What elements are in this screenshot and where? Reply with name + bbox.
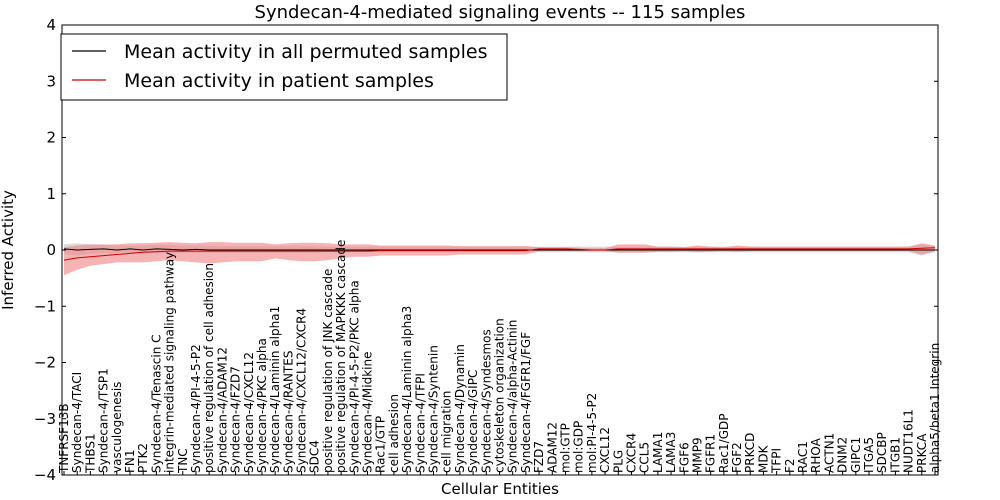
x-tick-label: positive regulation of cell adhesion xyxy=(202,263,216,473)
x-tick-label: MDK xyxy=(756,444,770,473)
x-tick-label: Syndecan-4/PI-4-5-P2/PKC alpha xyxy=(347,280,361,473)
x-tick-label: SDC4 xyxy=(308,440,322,473)
x-tick-label: Rac1/GDP xyxy=(717,414,731,473)
series-line-0 xyxy=(63,248,935,251)
x-tick-label: mol:PI-4-5-P2 xyxy=(585,393,599,473)
x-tick-label: alpha5/beta1 Integrin xyxy=(928,343,942,473)
x-tick-label: TFPI xyxy=(770,448,784,474)
x-tick-label: TNFRSF13B xyxy=(57,403,71,474)
x-tick-label: positive regulation of JNK cascade xyxy=(321,269,335,473)
x-tick-label: CCL5 xyxy=(638,442,652,473)
x-tick-label: Syndecan-4/ADAM12 xyxy=(215,347,229,473)
x-tick-label: CXCL12 xyxy=(598,427,612,473)
x-tick-label: RAC1 xyxy=(796,441,810,473)
x-tick-label: ITGA5 xyxy=(862,437,876,473)
x-tick-label: Syndecan-4/Laminin alpha1 xyxy=(268,306,282,473)
x-tick-label: Syndecan-4/TFPI xyxy=(413,373,427,473)
x-tick-label: Syndecan-4/TACI xyxy=(70,372,84,473)
x-tick-label: ACTN1 xyxy=(822,433,836,473)
x-tick-label: FGFR1 xyxy=(704,434,718,473)
x-tick-label: Syndecan-4/Midkine xyxy=(361,352,375,473)
y-tick-label: 0 xyxy=(46,241,56,259)
series-lines xyxy=(63,247,936,261)
x-tick-label: Syndecan-4/FZD7 xyxy=(229,366,243,473)
x-tick-label: NUDT16L1 xyxy=(902,409,916,473)
y-tick-label: −2 xyxy=(34,354,56,372)
legend-label-patient: Mean activity in patient samples xyxy=(124,70,434,92)
x-tick-label: PLG xyxy=(611,450,625,473)
x-tick-label: Syndecan-4/CXCL12/CXCR4 xyxy=(295,308,309,473)
y-axis: −4 −3 −2 −1 0 1 2 3 4 xyxy=(34,16,938,484)
band-1 xyxy=(64,242,935,276)
x-tick-label: LAMA3 xyxy=(664,432,678,473)
series-line-1 xyxy=(63,247,936,261)
x-tick-label: F2 xyxy=(783,458,797,473)
x-tick-label: cell migration xyxy=(440,391,454,473)
x-tick-label: FGF6 xyxy=(677,442,691,473)
x-tick-label: positive regulation of MAPKKK cascade xyxy=(334,240,348,473)
x-tick-label: cell adhesion xyxy=(387,394,401,473)
x-tick-label: mol:GTP xyxy=(559,423,573,473)
y-tick-label: 2 xyxy=(46,129,56,147)
x-axis: TNFRSF13B Syndecan-4/TACI THBS1 Syndecan-4/… xyxy=(57,240,942,475)
x-tick-label: RHOA xyxy=(809,437,823,473)
x-axis-label: Cellular Entities xyxy=(441,480,559,498)
legend-label-permuted: Mean activity in all permuted samples xyxy=(124,41,487,63)
y-tick-label: 1 xyxy=(46,185,56,203)
y-tick-label: 3 xyxy=(46,72,56,90)
x-tick-label: Syndecan-4/Dynamin xyxy=(453,344,467,473)
x-tick-label: PTK2 xyxy=(136,443,150,473)
x-tick-label: Syndecan-4/TSP1 xyxy=(97,368,111,473)
x-tick-label: DNM2 xyxy=(836,437,850,473)
x-tick-label: Syndecan-4/Syntenin xyxy=(427,345,441,473)
x-tick-label: MMP9 xyxy=(691,437,705,473)
x-tick-label: TNC xyxy=(176,448,190,474)
x-tick-label: Syndecan-4/Syndesmos xyxy=(479,329,493,473)
legend: Mean activity in all permuted samples Me… xyxy=(60,33,508,101)
x-tick-label: Syndecan-4/PKC alpha xyxy=(255,338,269,473)
y-tick-label: −1 xyxy=(34,297,56,315)
y-tick-label: 4 xyxy=(46,16,56,34)
x-tick-label: CXCR4 xyxy=(625,433,639,473)
y-tick-label: −4 xyxy=(34,466,56,484)
x-tick-label: Syndecan-4/FGFR1/FGF xyxy=(519,332,533,473)
x-tick-label: LAMA1 xyxy=(651,432,665,473)
confidence-bands xyxy=(64,242,935,276)
x-tick-label: GIPC1 xyxy=(849,437,863,473)
x-tick-label: mol:GDP xyxy=(572,421,586,473)
legend-box xyxy=(60,33,508,101)
x-tick-label: THBS1 xyxy=(83,433,97,474)
x-tick-label: FZD7 xyxy=(532,441,546,473)
x-tick-label: Syndecan-4/alpha-Actinin xyxy=(506,320,520,473)
x-tick-label: Rac1/GTP xyxy=(374,416,388,473)
x-tick-label: Syndecan-4/GIPC xyxy=(466,370,480,473)
x-tick-label: FN1 xyxy=(123,449,137,473)
x-tick-label: ITGB1 xyxy=(888,437,902,473)
x-tick-label: Syndecan-4/Laminin alpha3 xyxy=(400,306,414,473)
x-tick-label: PRKCA xyxy=(915,433,929,473)
chart-title: Syndecan-4-mediated signaling events -- … xyxy=(255,2,746,23)
x-tick-label: SDCBP xyxy=(875,432,889,473)
y-tick-label: −3 xyxy=(34,410,56,428)
x-tick-label: Syndecan-4/Tenascin C xyxy=(149,334,163,473)
x-tick-label: vasculogenesis xyxy=(110,382,124,473)
x-tick-label: Syndecan-4/CXCL12 xyxy=(242,352,256,473)
x-tick-label: Syndecan-4/PI-4-5-P2 xyxy=(189,344,203,473)
y-axis-label: Inferred Activity xyxy=(0,190,17,310)
x-tick-label: PRKCD xyxy=(743,433,757,473)
x-tick-label: ADAM12 xyxy=(545,422,559,473)
x-tick-label: Syndecan-4/RANTES xyxy=(281,351,295,473)
x-tick-label: cytoskeleton organization xyxy=(493,318,507,473)
x-tick-label: integrin-mediated signaling pathway xyxy=(163,252,177,473)
x-tick-label: FGF2 xyxy=(730,442,744,473)
